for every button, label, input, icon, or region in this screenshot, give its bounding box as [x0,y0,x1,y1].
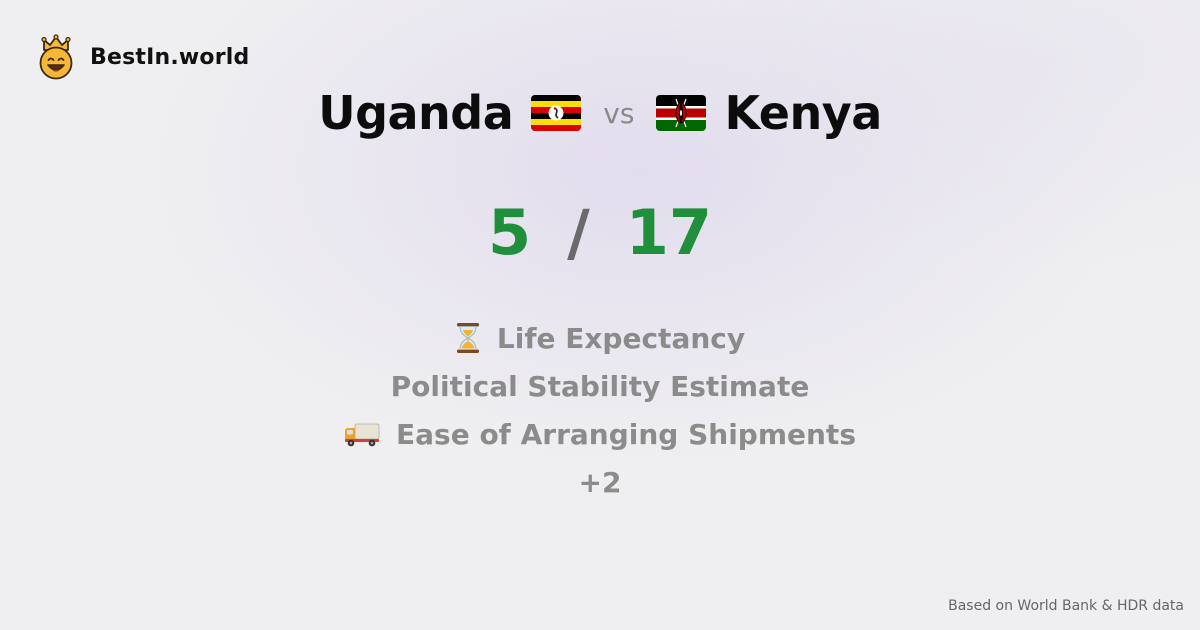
score-separator: / [567,196,590,269]
crowned-smiley-icon [39,34,73,80]
brand-logo[interactable]: BestIn.world [38,34,249,80]
metric-item: Ease of Arranging Shipments [344,410,856,458]
delivery-truck-icon [345,423,380,447]
hourglass-icon [456,323,479,353]
metric-item: Life Expectancy [455,314,745,362]
uganda-flag-icon [531,95,582,131]
data-source-note: Based on World Bank & HDR data [948,598,1184,614]
kenya-flag-icon [656,95,707,131]
score-left: 5 [487,196,532,269]
metric-label: Ease of Arranging Shipments [396,417,856,451]
more-count: +2 [578,465,622,499]
metric-item: Political Stability Estimate [391,362,810,410]
score-right: 17 [625,196,713,269]
metric-label: Life Expectancy [496,321,746,355]
vs-label: vs [603,96,635,130]
country-right-name: Kenya [724,86,882,140]
metric-label: Political Stability Estimate [390,369,810,403]
comparison-title: Uganda vs [0,86,1200,140]
country-left-name: Uganda [318,86,514,140]
score-display: 5 / 17 [0,196,1200,269]
brand-name: BestIn.world [90,44,250,70]
metrics-list: Life Expectancy Political Stability Esti… [0,314,1200,506]
